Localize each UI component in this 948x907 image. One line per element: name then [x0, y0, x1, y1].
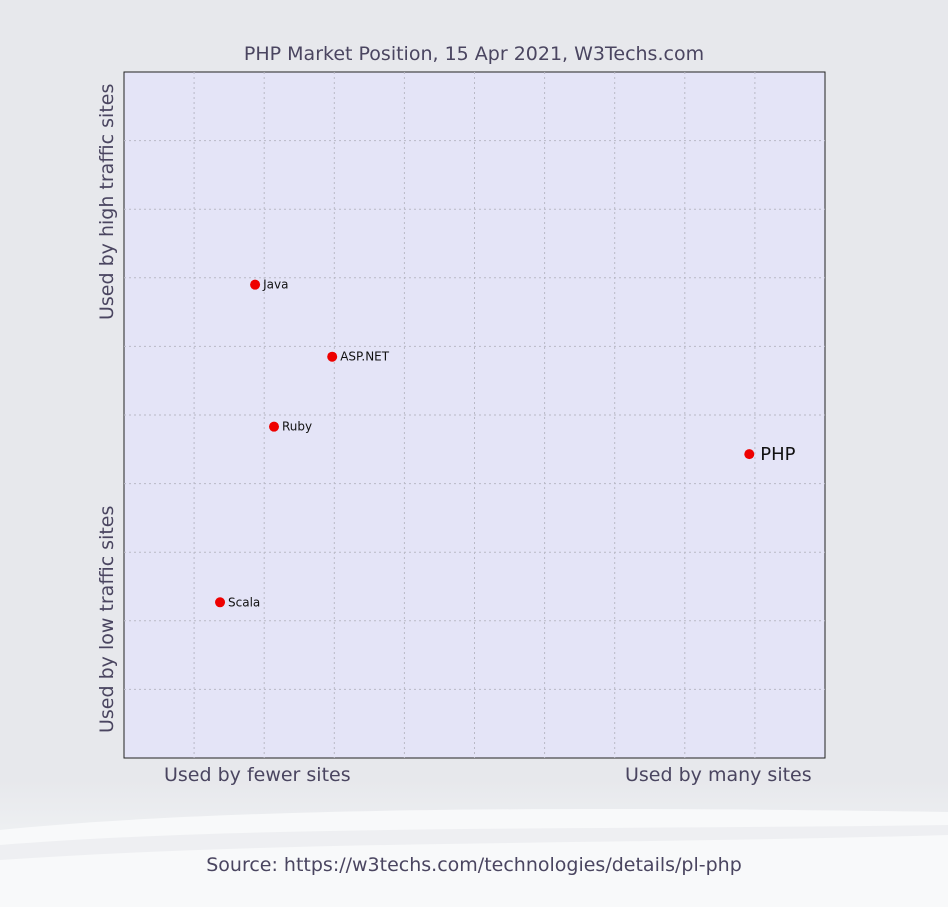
- data-label-aspnet: ASP.NET: [340, 350, 390, 364]
- data-label-java: Java: [262, 278, 288, 292]
- grid-lines: [124, 72, 825, 758]
- data-label-ruby: Ruby: [282, 420, 312, 434]
- data-point-aspnet: [327, 351, 338, 362]
- data-point-php: [744, 449, 755, 460]
- chart-title: PHP Market Position, 15 Apr 2021, W3Tech…: [243, 43, 705, 65]
- source-note: Source: https://w3techs.com/technologies…: [206, 854, 742, 876]
- y-axis-high-label: Used by high traffic sites: [96, 83, 118, 320]
- background-brush-stroke: [0, 809, 948, 907]
- data-point-ruby: [269, 421, 280, 432]
- data-points: Java ASP.NET Ruby PHP Scala: [215, 278, 796, 609]
- x-axis-high-label: Used by many sites: [625, 764, 812, 786]
- data-point-java: [250, 279, 261, 290]
- data-label-php: PHP: [760, 444, 795, 465]
- y-axis-low-label: Used by low traffic sites: [96, 505, 118, 733]
- data-label-scala: Scala: [228, 595, 260, 609]
- data-point-scala: [215, 597, 226, 608]
- x-axis-low-label: Used by fewer sites: [164, 764, 351, 786]
